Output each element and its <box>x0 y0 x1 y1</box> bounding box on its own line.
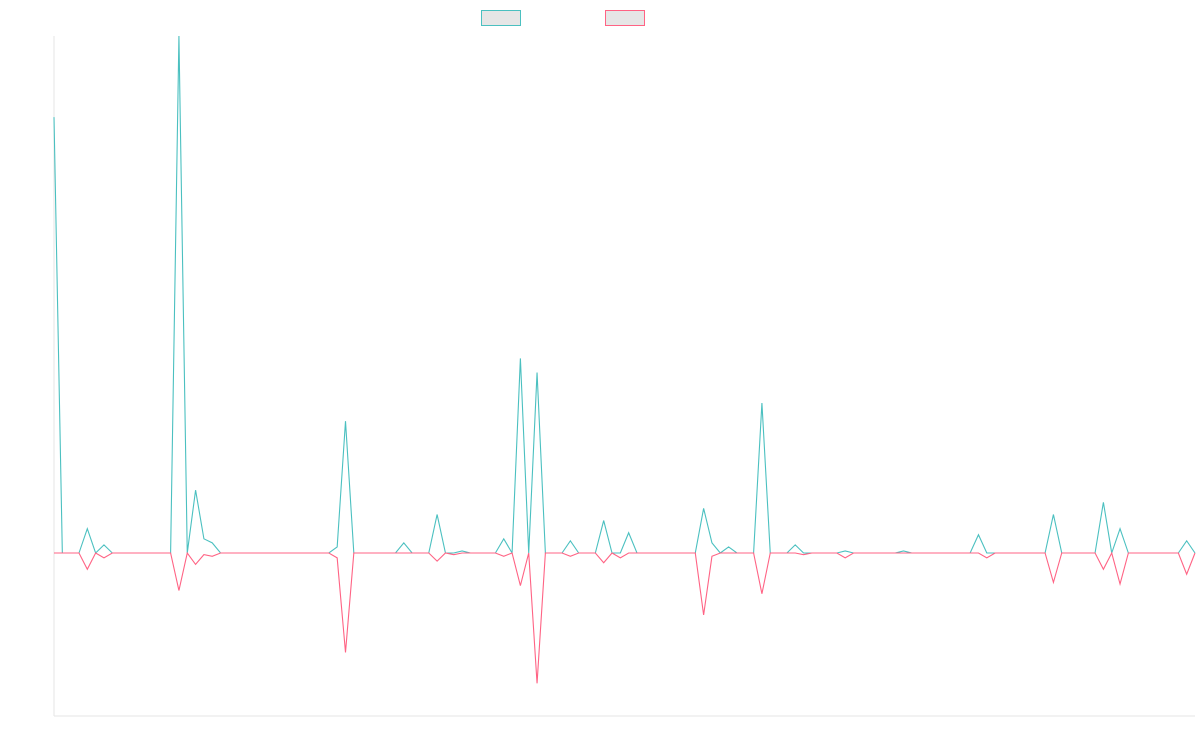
axes <box>53 36 1195 717</box>
legend-swatch-2[interactable] <box>605 10 645 26</box>
legend[interactable] <box>481 10 645 26</box>
series-layer <box>53 35 1196 684</box>
series-line-1 <box>53 35 1196 555</box>
series-line-2 <box>54 551 1196 684</box>
legend-swatch-1[interactable] <box>481 10 521 26</box>
